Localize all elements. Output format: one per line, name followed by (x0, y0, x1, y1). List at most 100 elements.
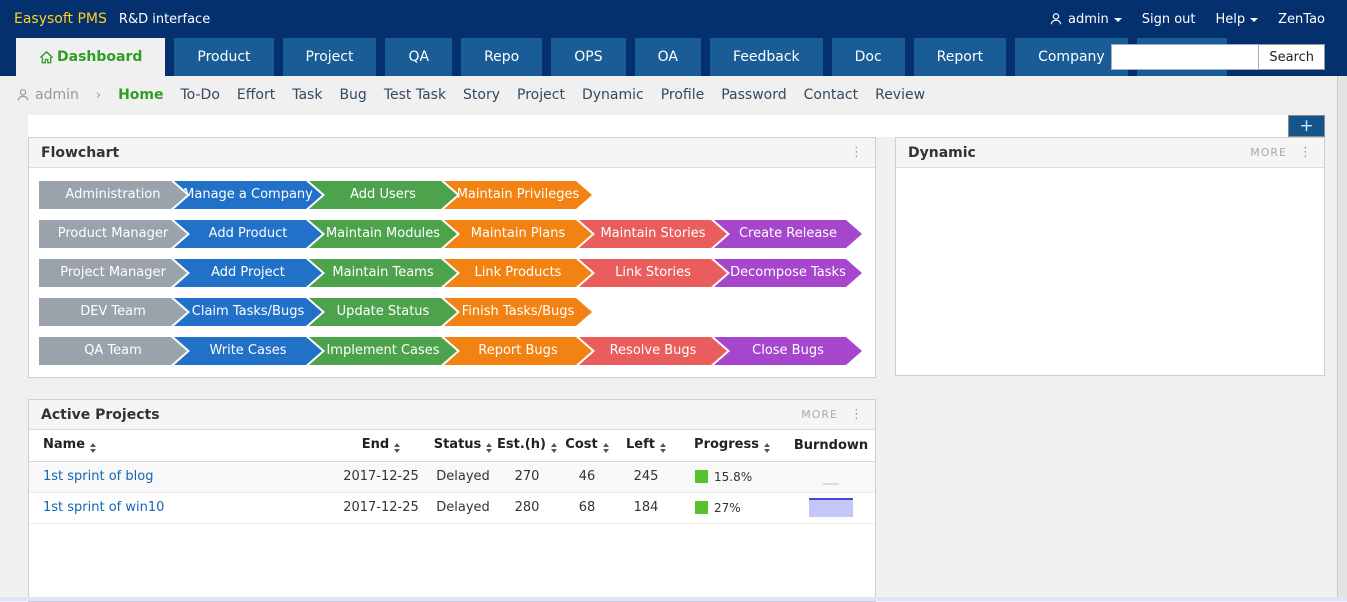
subnav-item-project[interactable]: Project (517, 87, 565, 103)
subnav-item-home[interactable]: Home (118, 87, 164, 103)
topbar-menu: admin Sign out Help ZenTao (1049, 12, 1333, 27)
cell-status: Delayed (431, 461, 495, 493)
main-nav: Dashboard Product Project QA Repo OPS OA… (0, 38, 1347, 76)
flow-row-project-manager: Project Manager Add Project Maintain Tea… (39, 259, 875, 287)
flow-step[interactable]: DEV Team (39, 298, 187, 326)
column-end[interactable]: End (331, 430, 431, 462)
add-widget-button[interactable]: + (1288, 115, 1325, 137)
breadcrumb-user[interactable]: admin (16, 87, 79, 103)
tab-project[interactable]: Project (282, 38, 377, 76)
subnav-item-profile[interactable]: Profile (660, 87, 705, 103)
top-bar: Easysoft PMS R&D interface admin Sign ou… (0, 0, 1347, 38)
help-menu[interactable]: Help (1216, 12, 1259, 27)
table-header-row: Name End Status Est.(h) Cost Left Progre… (29, 430, 875, 462)
progress-bar (695, 470, 708, 483)
subnav-item-todo[interactable]: To-Do (180, 87, 220, 103)
subnav-item-story[interactable]: Story (463, 87, 501, 103)
tab-oa[interactable]: OA (634, 38, 701, 76)
tab-ops[interactable]: OPS (551, 38, 626, 76)
flow-step[interactable]: Maintain Plans (444, 220, 592, 248)
tab-product[interactable]: Product (174, 38, 274, 76)
flow-step[interactable]: Maintain Privileges (444, 181, 592, 209)
flow-step[interactable]: Project Manager (39, 259, 187, 287)
zentao-link[interactable]: ZenTao (1278, 11, 1325, 27)
user-name: admin (1067, 11, 1109, 27)
search-button[interactable]: Search (1259, 44, 1325, 70)
dashboard-toolbar (28, 115, 1288, 137)
flow-row-product-manager: Product Manager Add Product Maintain Mod… (39, 220, 875, 248)
flow-step[interactable]: Maintain Modules (309, 220, 457, 248)
subnav-item-dynamic[interactable]: Dynamic (581, 87, 644, 103)
bottom-status-strip (0, 597, 1347, 601)
flow-step[interactable]: Add Users (309, 181, 457, 209)
project-link[interactable]: 1st sprint of win10 (43, 500, 165, 515)
table-row: 1st sprint of win10 2017-12-25 Delayed 2… (29, 492, 875, 524)
panel-title: Flowchart (41, 144, 120, 161)
flow-step[interactable]: Implement Cases (309, 337, 457, 365)
more-link[interactable]: MORE (1250, 146, 1287, 159)
subnav-item-effort[interactable]: Effort (236, 87, 276, 103)
flow-step[interactable]: Link Products (444, 259, 592, 287)
subnav-item-review[interactable]: Review (875, 87, 926, 103)
flow-step[interactable]: Create Release (714, 220, 862, 248)
flow-step[interactable]: Add Product (174, 220, 322, 248)
flow-step[interactable]: QA Team (39, 337, 187, 365)
more-link[interactable]: MORE (801, 408, 838, 421)
project-link[interactable]: 1st sprint of blog (43, 469, 154, 484)
vertical-scrollbar[interactable] (1337, 76, 1347, 601)
kebab-menu-icon[interactable]: ⋮ (1299, 145, 1312, 160)
tab-qa[interactable]: QA (385, 38, 453, 76)
tab-doc[interactable]: Doc (831, 38, 905, 76)
progress-bar (695, 501, 708, 514)
cell-status: Delayed (431, 492, 495, 524)
sort-icon (602, 443, 609, 454)
flow-step[interactable]: Report Bugs (444, 337, 592, 365)
tab-company[interactable]: Company (1015, 38, 1128, 76)
subnav-item-task[interactable]: Task (292, 87, 323, 103)
tab-report[interactable]: Report (913, 38, 1007, 76)
progress-indicator: 27% (677, 501, 787, 515)
cell-est: 280 (495, 492, 559, 524)
sign-out-link[interactable]: Sign out (1141, 11, 1196, 27)
flow-step[interactable]: Claim Tasks/Bugs (174, 298, 322, 326)
user-menu[interactable]: admin (1049, 12, 1122, 27)
subnav-item-bug[interactable]: Bug (339, 87, 367, 103)
column-cost[interactable]: Cost (559, 430, 615, 462)
panel-title: Active Projects (41, 406, 160, 423)
flow-step[interactable]: Close Bugs (714, 337, 862, 365)
tab-feedback[interactable]: Feedback (709, 38, 823, 76)
subnav-item-password[interactable]: Password (721, 87, 787, 103)
kebab-menu-icon[interactable]: ⋮ (850, 407, 863, 422)
column-status[interactable]: Status (431, 430, 495, 462)
subnav-item-testtask[interactable]: Test Task (383, 87, 447, 103)
flow-step[interactable]: Add Project (174, 259, 322, 287)
flow-step[interactable]: Product Manager (39, 220, 187, 248)
flow-step[interactable]: Update Status (309, 298, 457, 326)
burndown-chart (809, 498, 853, 517)
person-icon (17, 89, 29, 101)
search-input[interactable] (1111, 44, 1260, 70)
flow-step[interactable]: Manage a Company (174, 181, 322, 209)
cell-left: 245 (615, 461, 677, 493)
tab-dashboard[interactable]: Dashboard (16, 38, 166, 76)
flow-step[interactable]: Maintain Teams (309, 259, 457, 287)
column-name[interactable]: Name (29, 430, 331, 462)
sort-icon (90, 443, 97, 454)
column-progress[interactable]: Progress (677, 430, 787, 462)
home-icon (39, 50, 54, 63)
flow-step[interactable]: Write Cases (174, 337, 322, 365)
column-left[interactable]: Left (615, 430, 677, 462)
search-group: Search (1111, 44, 1325, 70)
kebab-menu-icon[interactable]: ⋮ (850, 145, 863, 160)
tab-repo[interactable]: Repo (461, 38, 543, 76)
flow-step[interactable]: Maintain Stories (579, 220, 727, 248)
flow-step[interactable]: Resolve Bugs (579, 337, 727, 365)
flow-step[interactable]: Finish Tasks/Bugs (444, 298, 592, 326)
cell-cost: 46 (559, 461, 615, 493)
flow-step[interactable]: Decompose Tasks (714, 259, 862, 287)
flow-step[interactable]: Administration (39, 181, 187, 209)
subnav-item-contact[interactable]: Contact (803, 87, 859, 103)
app-brand: Easysoft PMS (14, 11, 107, 27)
flow-step[interactable]: Link Stories (579, 259, 727, 287)
column-est[interactable]: Est.(h) (495, 430, 559, 462)
